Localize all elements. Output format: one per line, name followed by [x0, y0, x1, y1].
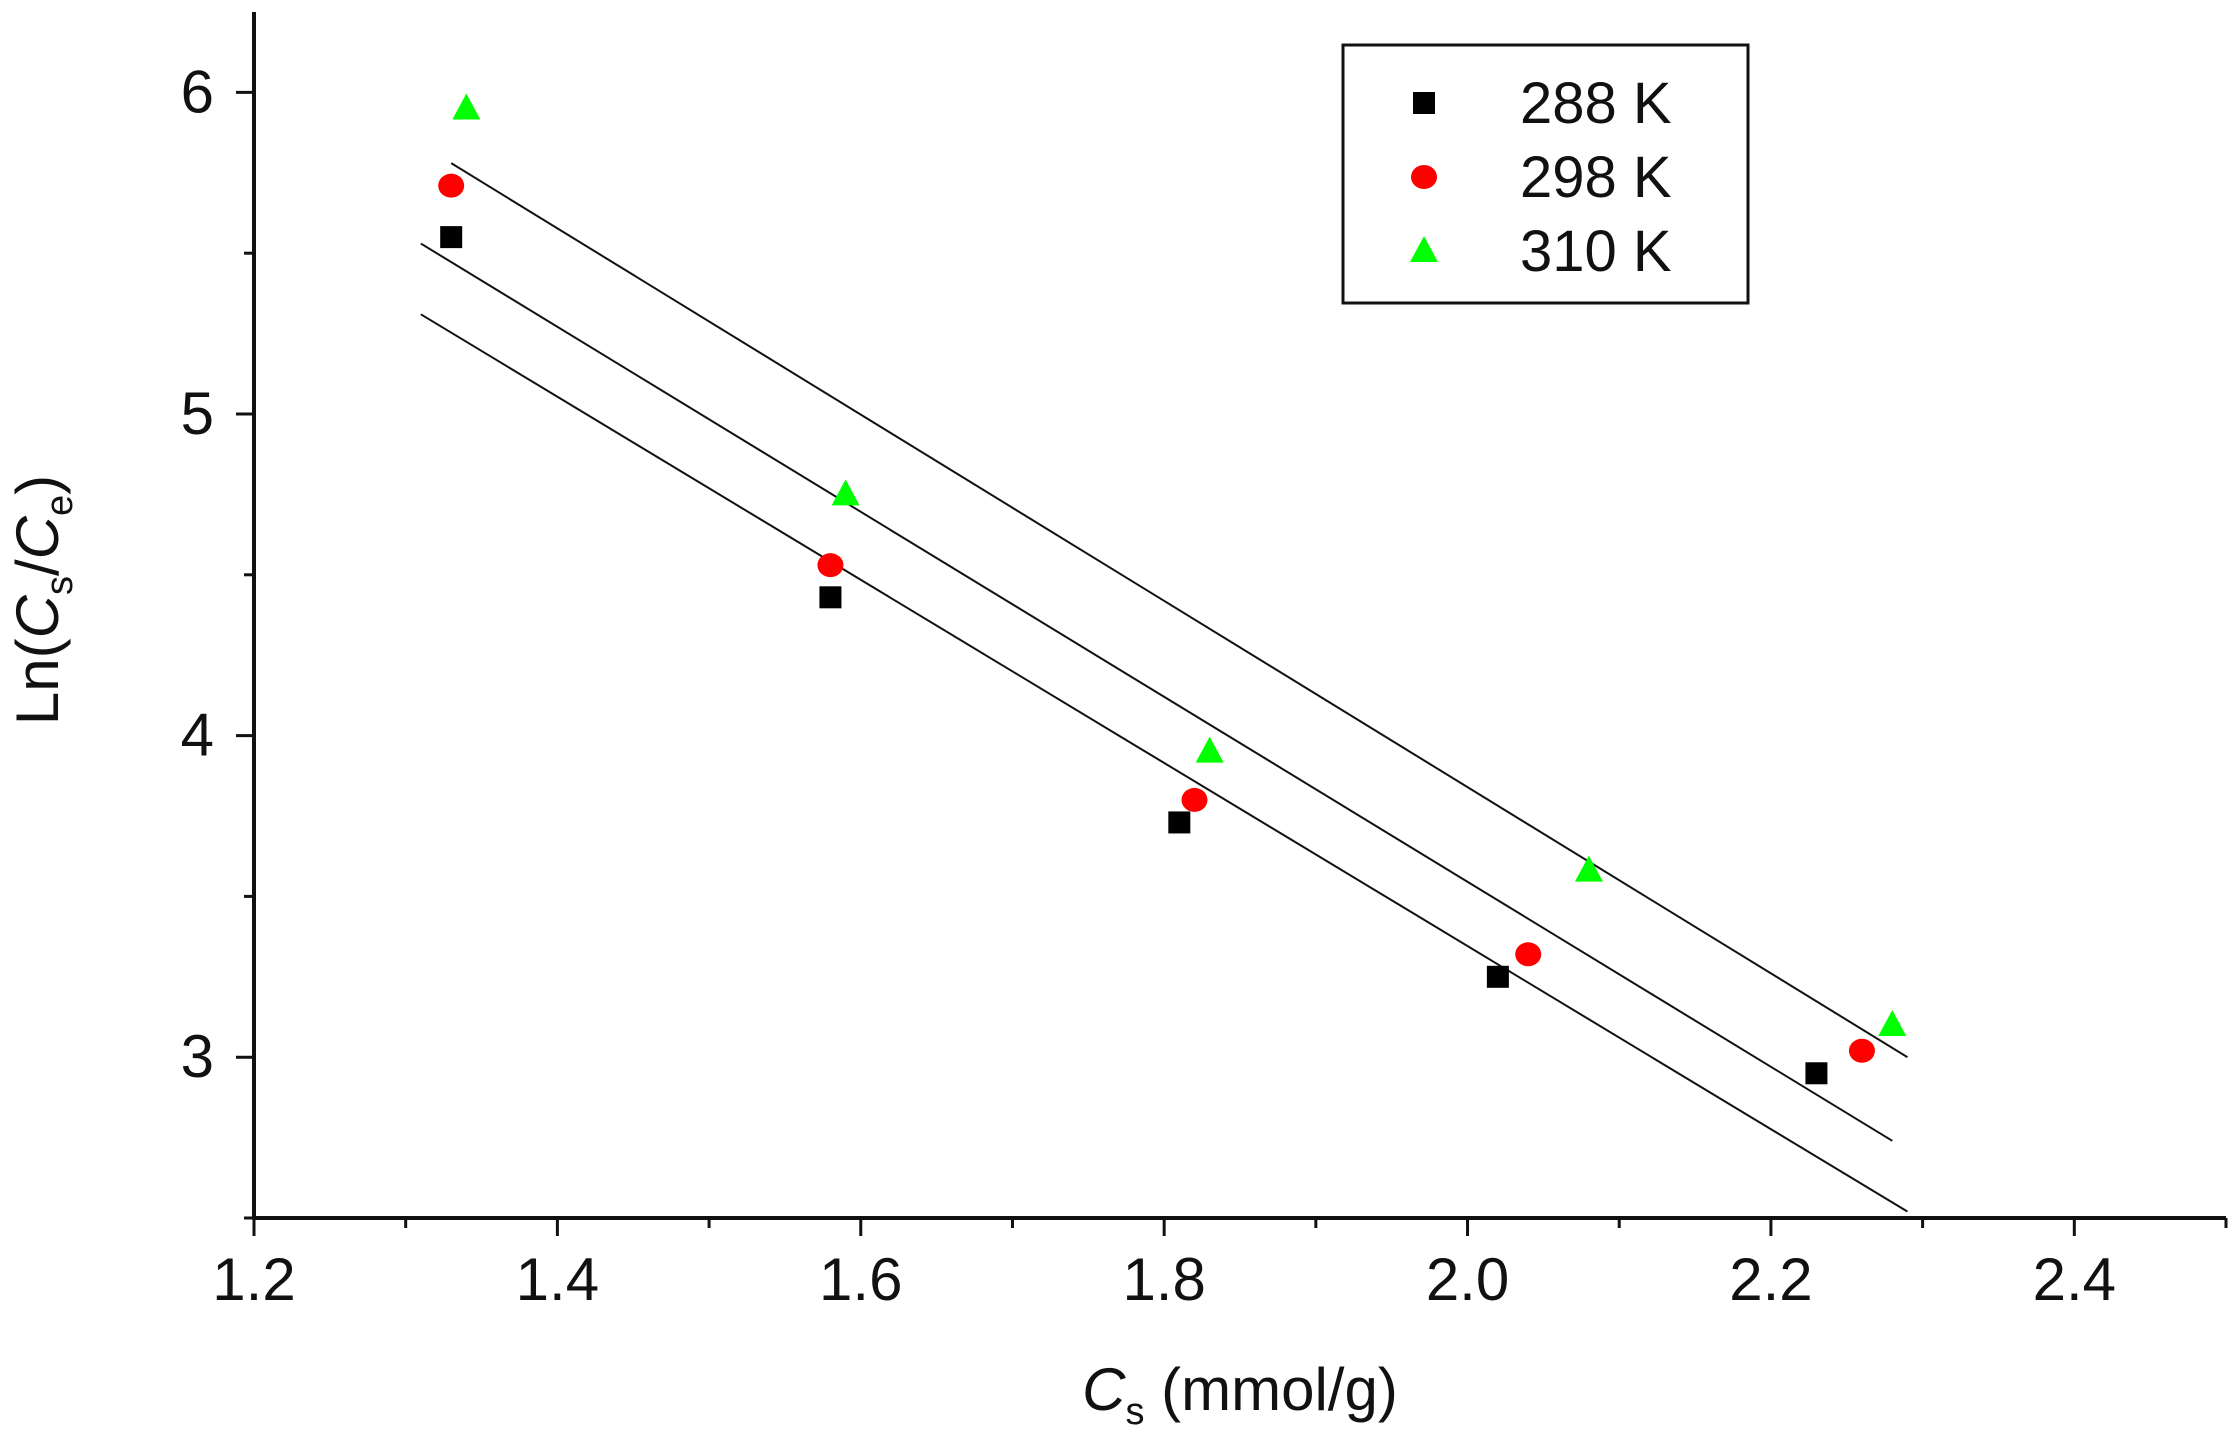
x-tick-label: 1.2	[212, 1246, 295, 1313]
legend-marker	[1410, 236, 1438, 262]
legend-marker	[1411, 165, 1437, 189]
legend-marker	[1413, 92, 1435, 114]
data-point	[1848, 1038, 1875, 1063]
data-point	[1195, 736, 1224, 763]
x-tick-label: 2.2	[1729, 1246, 1812, 1313]
y-ticks: 3 4 5 6	[181, 58, 254, 1220]
y-tick-label: 6	[181, 58, 214, 125]
y-tick-label: 5	[181, 380, 214, 447]
fit-line	[420, 242, 1893, 1142]
data-point	[1486, 965, 1509, 988]
x-tick-label: 1.4	[516, 1246, 599, 1313]
data-point	[831, 479, 860, 506]
data-point	[452, 93, 481, 120]
y-axis-label: Ln(Cs/Ce)	[4, 475, 81, 725]
data-markers	[438, 93, 1907, 1085]
data-point	[819, 586, 842, 609]
data-point	[1515, 942, 1542, 967]
x-tick-label: 1.6	[819, 1246, 902, 1313]
data-point	[1168, 811, 1191, 834]
x-tick-label: 1.8	[1122, 1246, 1205, 1313]
fit-line	[450, 162, 1908, 1059]
legend-label: 298 K	[1520, 145, 1672, 210]
legend: 288 K 298 K 310 K	[1341, 43, 1750, 305]
data-point	[1878, 1010, 1907, 1037]
data-point	[440, 226, 463, 249]
y-tick-label: 4	[181, 702, 214, 769]
legend-label: 310 K	[1520, 219, 1672, 284]
x-ticks: 1.2 1.4 1.6 1.8 2.0 2.2 2.4	[212, 1218, 2228, 1313]
y-tick-label: 3	[181, 1023, 214, 1090]
fit-lines	[420, 162, 1908, 1213]
legend-entries: 288 K 298 K 310 K	[1410, 71, 1672, 284]
x-tick-label: 2.4	[2033, 1246, 2116, 1313]
data-point	[438, 173, 465, 198]
axes: 1.2 1.4 1.6 1.8 2.0 2.2 2.4 3 4 5 6	[181, 12, 2228, 1313]
data-point	[1181, 787, 1208, 812]
data-point	[1805, 1062, 1828, 1085]
data-point	[1574, 855, 1603, 882]
legend-box	[1341, 43, 1750, 305]
legend-label: 288 K	[1520, 71, 1672, 136]
x-tick-label: 2.0	[1426, 1246, 1509, 1313]
x-axis-label: Cs (mmol/g)	[1082, 1356, 1398, 1433]
data-point	[817, 553, 844, 578]
fit-line	[420, 313, 1908, 1213]
